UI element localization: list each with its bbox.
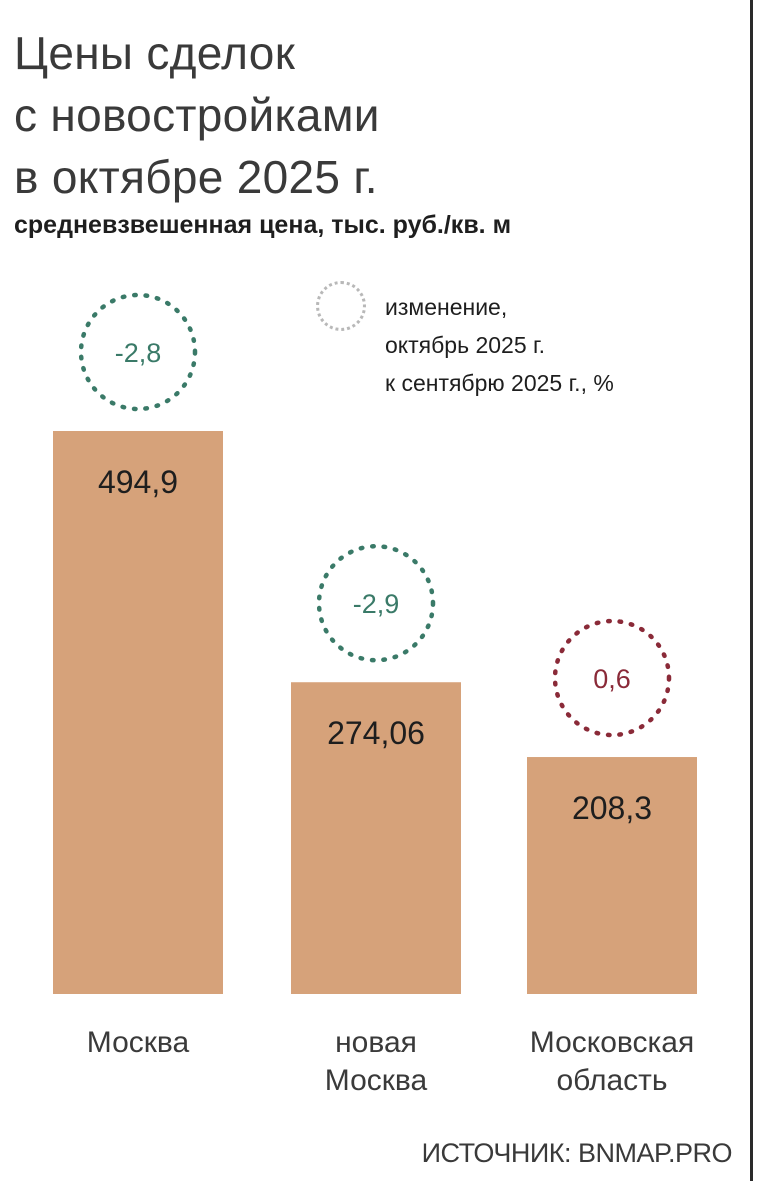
title-line-2: с новостройками [14, 89, 380, 141]
legend-line-2: октябрь 2025 г. [385, 332, 545, 358]
chart-subtitle: средневзвешенная цена, тыс. руб./кв. м [14, 211, 512, 239]
source-note: ИСТОЧНИК: BNMAP.PRO [421, 1138, 733, 1168]
title-line-3: в октябре 2025 г. [14, 151, 378, 203]
legend-dotted-circle-icon [316, 281, 366, 331]
category-label-0-0: Москва [87, 1026, 190, 1059]
bar-2 [527, 757, 697, 994]
bar-1 [291, 682, 461, 994]
legend-text: изменение, октябрь 2025 г. к сентябрю 20… [385, 288, 614, 402]
chart-title: Цены сделок с новостройками в октябре 20… [14, 22, 734, 208]
legend-line-3: к сентябрю 2025 г., % [385, 370, 614, 396]
category-label-2-0: Московская [530, 1026, 694, 1059]
category-label-1-1: Москва [325, 1064, 428, 1097]
legend-line-1: изменение, [385, 294, 508, 320]
title-line-1: Цены сделок [14, 27, 296, 79]
category-label-2-1: область [556, 1064, 667, 1097]
change-circle-0 [78, 292, 198, 412]
change-circle-2 [552, 618, 672, 738]
value-label-2: 208,3 [572, 790, 652, 826]
bar-0 [53, 431, 223, 994]
change-label-1: -2,9 [353, 589, 400, 619]
change-circle-1 [316, 543, 436, 663]
right-border-rule [750, 0, 753, 1181]
change-label-2: 0,6 [593, 664, 631, 694]
value-label-0: 494,9 [98, 464, 178, 500]
category-label-1-0: новая [335, 1026, 417, 1059]
value-label-1: 274,06 [327, 715, 425, 751]
change-label-0: -2,8 [115, 338, 162, 368]
